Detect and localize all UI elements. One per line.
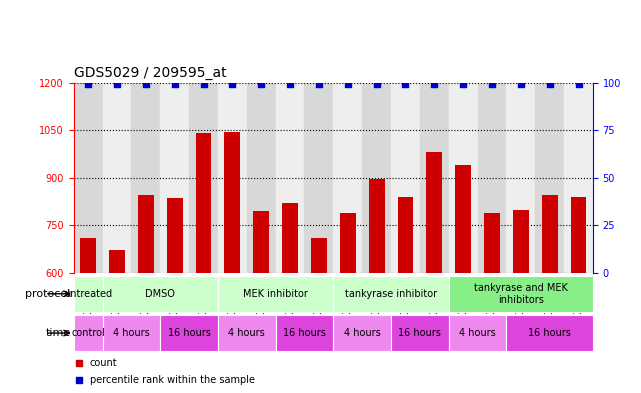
Bar <box>391 83 420 273</box>
Text: tankyrase and MEK
inhibitors: tankyrase and MEK inhibitors <box>474 283 568 305</box>
Bar <box>449 315 506 351</box>
Text: 4 hours: 4 hours <box>113 328 150 338</box>
Text: MEK inhibitor: MEK inhibitor <box>243 289 308 299</box>
Text: 16 hours: 16 hours <box>528 328 571 338</box>
Point <box>545 81 555 88</box>
Point <box>515 81 526 88</box>
Point <box>140 81 151 88</box>
Point <box>342 81 353 88</box>
Text: untreated: untreated <box>64 289 112 299</box>
Bar <box>449 276 593 312</box>
Bar <box>167 198 183 273</box>
Point <box>169 81 179 88</box>
Point <box>574 81 584 88</box>
Bar <box>478 83 506 273</box>
Text: 16 hours: 16 hours <box>399 328 441 338</box>
Point <box>228 81 238 88</box>
Bar <box>276 315 333 351</box>
Bar <box>564 83 593 273</box>
Text: protocol: protocol <box>25 289 71 299</box>
Bar <box>340 213 356 273</box>
Bar <box>160 83 189 273</box>
Bar <box>311 238 327 273</box>
Text: percentile rank within the sample: percentile rank within the sample <box>90 375 254 385</box>
Bar <box>131 83 160 273</box>
Bar <box>276 83 304 273</box>
Point <box>372 81 382 88</box>
Bar <box>109 250 125 273</box>
Bar <box>570 197 587 273</box>
Text: time: time <box>46 328 71 338</box>
Text: 4 hours: 4 hours <box>344 328 381 338</box>
Text: DMSO: DMSO <box>146 289 175 299</box>
Point <box>199 81 209 88</box>
Bar <box>397 197 413 273</box>
Bar <box>218 83 247 273</box>
Bar <box>218 276 333 312</box>
Bar <box>247 83 276 273</box>
Bar <box>455 165 471 273</box>
Bar <box>513 209 529 273</box>
Bar <box>189 83 218 273</box>
Bar <box>138 195 154 273</box>
Bar <box>420 83 449 273</box>
Point <box>83 81 94 88</box>
Bar <box>103 276 218 312</box>
Text: 4 hours: 4 hours <box>459 328 496 338</box>
Bar <box>362 83 391 273</box>
Bar <box>74 83 103 273</box>
Point <box>400 81 410 88</box>
Bar <box>426 152 442 273</box>
Text: count: count <box>90 358 117 368</box>
Bar <box>74 276 103 312</box>
Point <box>487 81 497 88</box>
Text: GDS5029 / 209595_at: GDS5029 / 209595_at <box>74 66 226 80</box>
Bar <box>103 83 131 273</box>
Bar <box>333 83 362 273</box>
Text: tankyrase inhibitor: tankyrase inhibitor <box>345 289 437 299</box>
Text: 4 hours: 4 hours <box>228 328 265 338</box>
Bar <box>304 83 333 273</box>
Text: 16 hours: 16 hours <box>283 328 326 338</box>
Bar <box>535 83 564 273</box>
Bar <box>80 238 96 273</box>
Point <box>112 81 122 88</box>
Bar <box>218 315 276 351</box>
Bar <box>542 195 558 273</box>
Bar <box>160 315 218 351</box>
Bar <box>333 315 391 351</box>
Bar <box>333 276 449 312</box>
Point <box>256 81 267 88</box>
Bar <box>484 213 500 273</box>
Point <box>458 81 468 88</box>
Bar <box>74 315 103 351</box>
Bar <box>506 83 535 273</box>
Text: 16 hours: 16 hours <box>168 328 210 338</box>
Bar <box>282 203 298 273</box>
Point <box>314 81 324 88</box>
Bar <box>449 83 478 273</box>
Bar <box>391 315 449 351</box>
Bar <box>103 315 160 351</box>
Bar <box>224 132 240 273</box>
Text: control: control <box>71 328 105 338</box>
Point <box>285 81 295 88</box>
Bar <box>506 315 593 351</box>
Bar <box>369 180 385 273</box>
Point <box>429 81 440 88</box>
Bar <box>196 133 212 273</box>
Bar <box>253 211 269 273</box>
